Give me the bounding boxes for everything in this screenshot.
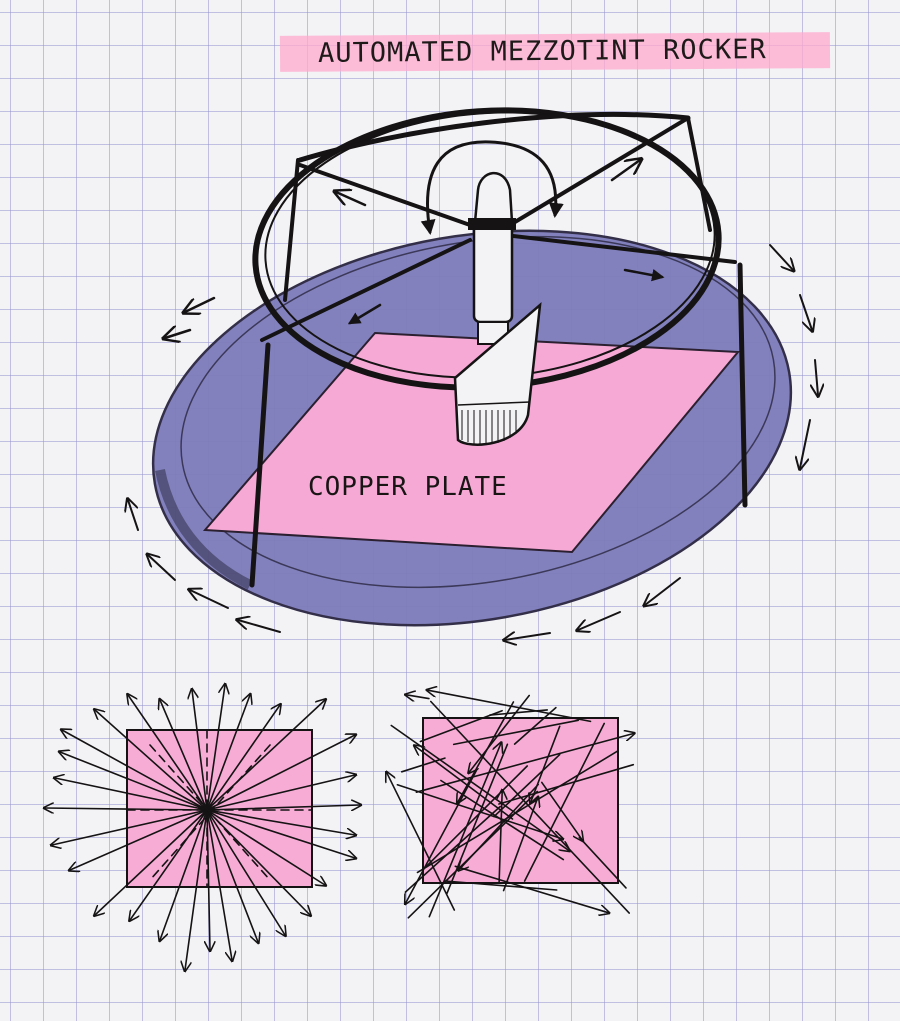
random-lines-icon	[387, 690, 635, 919]
random-stroke	[428, 690, 592, 723]
random-stroke	[400, 757, 446, 773]
radial-arrow	[95, 809, 208, 915]
random-stroke	[454, 865, 608, 912]
radial-arrow	[206, 700, 325, 811]
random-stroke	[415, 746, 514, 820]
radial-arrow	[192, 690, 208, 811]
radial-arrow	[62, 730, 208, 811]
radial-arrow	[206, 809, 258, 942]
random-stroke	[502, 798, 538, 892]
radial-arrow	[206, 809, 355, 858]
random-stroke	[498, 763, 635, 805]
copper-plate-label: COPPER PLATE	[308, 472, 508, 502]
radial-arrow	[52, 809, 208, 845]
radial-arrow	[185, 809, 208, 970]
radial-arrow	[206, 705, 280, 811]
random-stroke	[458, 701, 515, 802]
radial-arrow	[206, 695, 250, 811]
random-stroke	[416, 749, 619, 874]
random-stroke	[578, 836, 627, 889]
radial-arrow	[206, 735, 355, 811]
radial-arrow	[45, 808, 208, 810]
random-stroke	[387, 773, 456, 911]
random-stroke	[446, 743, 509, 895]
radial-arrow	[130, 809, 208, 920]
random-stroke	[404, 805, 502, 893]
random-stroke	[452, 719, 580, 746]
radial-arrow	[206, 809, 232, 960]
radial-arrow	[70, 809, 208, 870]
radial-arrow	[206, 775, 355, 811]
curved-arrow-icon	[420, 140, 564, 235]
radial-arrows-icon	[45, 685, 360, 970]
radial-arrow	[60, 752, 208, 811]
radial-arrow	[206, 809, 325, 885]
radial-arrow	[206, 809, 355, 835]
random-stroke	[415, 734, 633, 794]
random-stroke	[428, 744, 501, 918]
radial-arrow	[160, 809, 208, 940]
radial-arrow	[128, 695, 208, 811]
radial-arrow	[160, 700, 208, 811]
random-stroke	[406, 695, 430, 699]
random-stroke	[499, 791, 502, 884]
radial-arrow	[55, 778, 208, 811]
radial-arrow	[206, 809, 285, 935]
random-stroke	[396, 783, 562, 839]
random-stroke	[419, 709, 503, 743]
platform-rotation-arrows	[128, 244, 818, 640]
random-stroke	[424, 765, 529, 869]
radial-arrow	[95, 710, 208, 811]
radial-arrow	[206, 685, 225, 811]
dashed-guide	[149, 744, 271, 881]
radial-arrow	[206, 805, 360, 810]
random-stroke	[390, 724, 569, 851]
radial-arrow	[206, 809, 310, 915]
frame-motion-arrows	[165, 160, 665, 338]
random-stroke	[489, 709, 549, 716]
random-stroke	[443, 880, 558, 891]
random-stroke	[523, 722, 606, 882]
random-stroke	[531, 725, 561, 802]
